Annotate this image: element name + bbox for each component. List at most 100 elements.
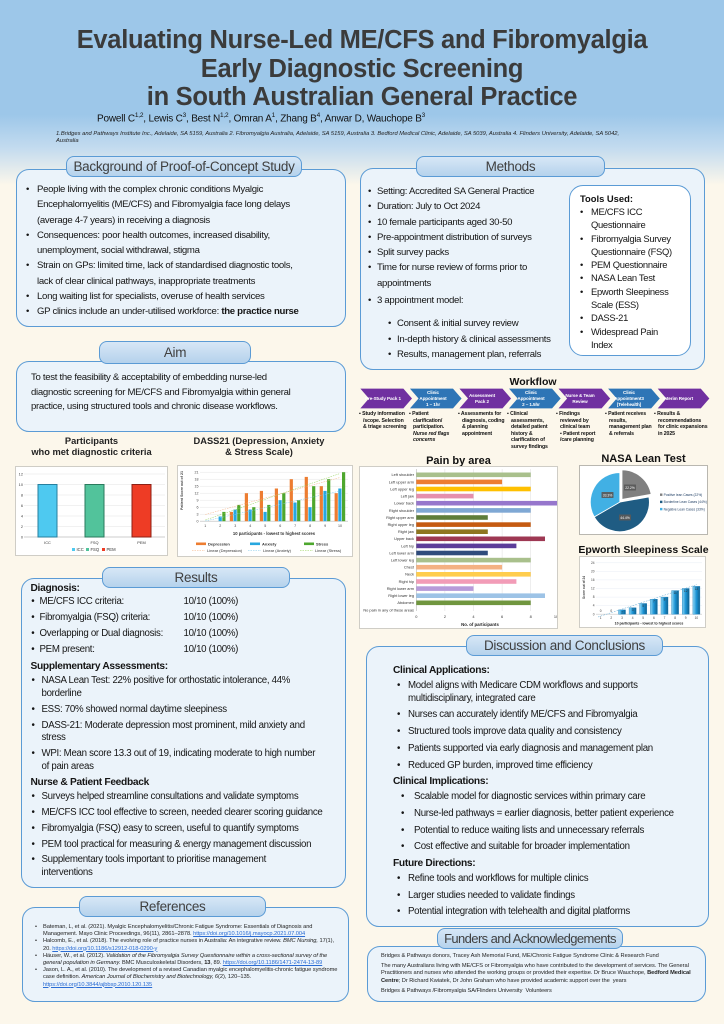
svg-text:FSQ: FSQ [91,547,100,552]
svg-text:Chest: Chest [404,565,415,570]
svg-text:9: 9 [685,616,687,620]
svg-text:Right upper leg: Right upper leg [388,522,414,527]
svg-text:6: 6 [653,616,655,620]
svg-text:10: 10 [19,482,24,487]
svg-text:2: 2 [21,524,23,529]
svg-text:Depression: Depression [208,541,230,546]
svg-text:2: 2 [219,524,221,528]
svg-text:3: 3 [621,616,623,620]
svg-text:Right upper arm: Right upper arm [386,515,414,520]
svg-text:10: 10 [695,616,699,620]
svg-text:12: 12 [19,471,23,476]
svg-text:Neck: Neck [405,572,414,577]
svg-text:Right hip: Right hip [399,579,414,584]
svg-text:22.2%: 22.2% [625,486,635,490]
svg-text:Anxiety: Anxiety [262,541,277,546]
svg-text:20: 20 [591,570,595,574]
svg-text:PEM: PEM [107,547,117,552]
svg-text:0: 0 [593,612,595,616]
svg-text:5: 5 [642,604,644,608]
svg-text:ICC: ICC [77,547,84,552]
svg-text:2: 2 [621,610,623,614]
svg-text:9: 9 [197,498,199,502]
svg-text:Stress: Stress [316,541,329,546]
svg-text:6: 6 [279,524,281,528]
svg-text:PEM: PEM [137,540,145,545]
svg-text:44.4%: 44.4% [620,516,630,520]
svg-text:0: 0 [415,614,418,619]
svg-text:Left shoulder: Left shoulder [392,472,415,477]
svg-text:Right lower arm: Right lower arm [387,586,414,591]
svg-text:24: 24 [591,561,595,565]
svg-text:6: 6 [197,505,199,509]
svg-text:5: 5 [642,616,644,620]
svg-text:6: 6 [21,503,23,508]
svg-text:8: 8 [674,616,676,620]
svg-text:Left jaw: Left jaw [401,494,415,499]
svg-text:10: 10 [554,614,557,619]
svg-text:10: 10 [338,524,342,528]
svg-text:8: 8 [21,492,23,497]
svg-text:FSQ: FSQ [91,540,99,545]
svg-text:16: 16 [591,578,595,582]
svg-text:12: 12 [195,491,199,495]
svg-text:Right lower leg: Right lower leg [388,593,414,598]
svg-text:8: 8 [530,614,532,619]
svg-text:Patient Score out of 21: Patient Score out of 21 [180,471,184,510]
svg-text:Left upper leg: Left upper leg [390,486,414,491]
svg-text:Linear (Stress): Linear (Stress) [315,548,342,553]
svg-text:Right shoulder: Right shoulder [389,508,415,513]
svg-text:Lower back: Lower back [394,501,414,506]
svg-text:7: 7 [294,524,296,528]
svg-text:ICC: ICC [44,540,51,545]
svg-text:11: 11 [673,591,677,595]
svg-text:8: 8 [593,595,595,599]
svg-text:15: 15 [195,484,199,488]
svg-text:33.3%: 33.3% [603,493,613,497]
svg-text:Left hip: Left hip [401,543,414,548]
svg-text:Left lower arm: Left lower arm [389,550,414,555]
svg-text:13: 13 [695,587,699,591]
svg-text:Abdomen: Abdomen [397,600,414,605]
svg-text:8: 8 [664,598,666,602]
svg-text:Linear (Anxiety): Linear (Anxiety) [263,548,292,553]
svg-text:9: 9 [324,524,326,528]
svg-text:21: 21 [195,470,199,474]
svg-text:3: 3 [197,512,199,516]
svg-text:4: 4 [593,604,595,608]
svg-text:Left upper arm: Left upper arm [389,479,414,484]
svg-text:Borderline Lean Cases (44%): Borderline Lean Cases (44%) [664,500,707,504]
svg-text:6: 6 [501,614,503,619]
svg-text:0: 0 [21,534,24,539]
svg-text:10 participants - lowest to hi: 10 participants - lowest to highest scor… [615,622,684,626]
svg-text:18: 18 [195,477,199,481]
svg-text:Left lower leg: Left lower leg [391,558,414,563]
svg-text:12: 12 [591,587,595,591]
svg-text:12: 12 [684,589,688,593]
svg-text:0: 0 [600,609,602,613]
svg-text:7: 7 [653,600,655,604]
svg-text:4: 4 [632,616,634,620]
svg-text:0: 0 [610,609,612,613]
svg-text:7: 7 [664,616,666,620]
svg-text:8: 8 [309,524,311,528]
svg-text:Upper back: Upper back [394,536,414,541]
svg-text:Positive lean Cases (22%): Positive lean Cases (22%) [664,493,703,497]
svg-text:1: 1 [204,524,206,528]
svg-text:No pain in any of these areas: No pain in any of these areas [363,607,414,612]
svg-text:4: 4 [21,513,24,518]
svg-text:3: 3 [632,608,634,612]
svg-text:4: 4 [249,524,251,528]
svg-text:4: 4 [472,614,475,619]
svg-text:3: 3 [234,524,236,528]
svg-text:Right jaw: Right jaw [398,529,414,534]
svg-text:10 participants - lowest to hi: 10 participants - lowest to highest scor… [233,531,316,536]
svg-text:1: 1 [600,616,602,620]
svg-text:No. of participants: No. of participants [461,622,499,627]
svg-text:2: 2 [444,614,446,619]
svg-text:Linear (Depression): Linear (Depression) [207,548,243,553]
svg-text:0: 0 [197,519,199,523]
svg-text:Negative Lean Cases (33%): Negative Lean Cases (33%) [664,507,705,511]
svg-text:2: 2 [610,616,612,620]
svg-text:Score out of 24: Score out of 24 [582,576,586,599]
